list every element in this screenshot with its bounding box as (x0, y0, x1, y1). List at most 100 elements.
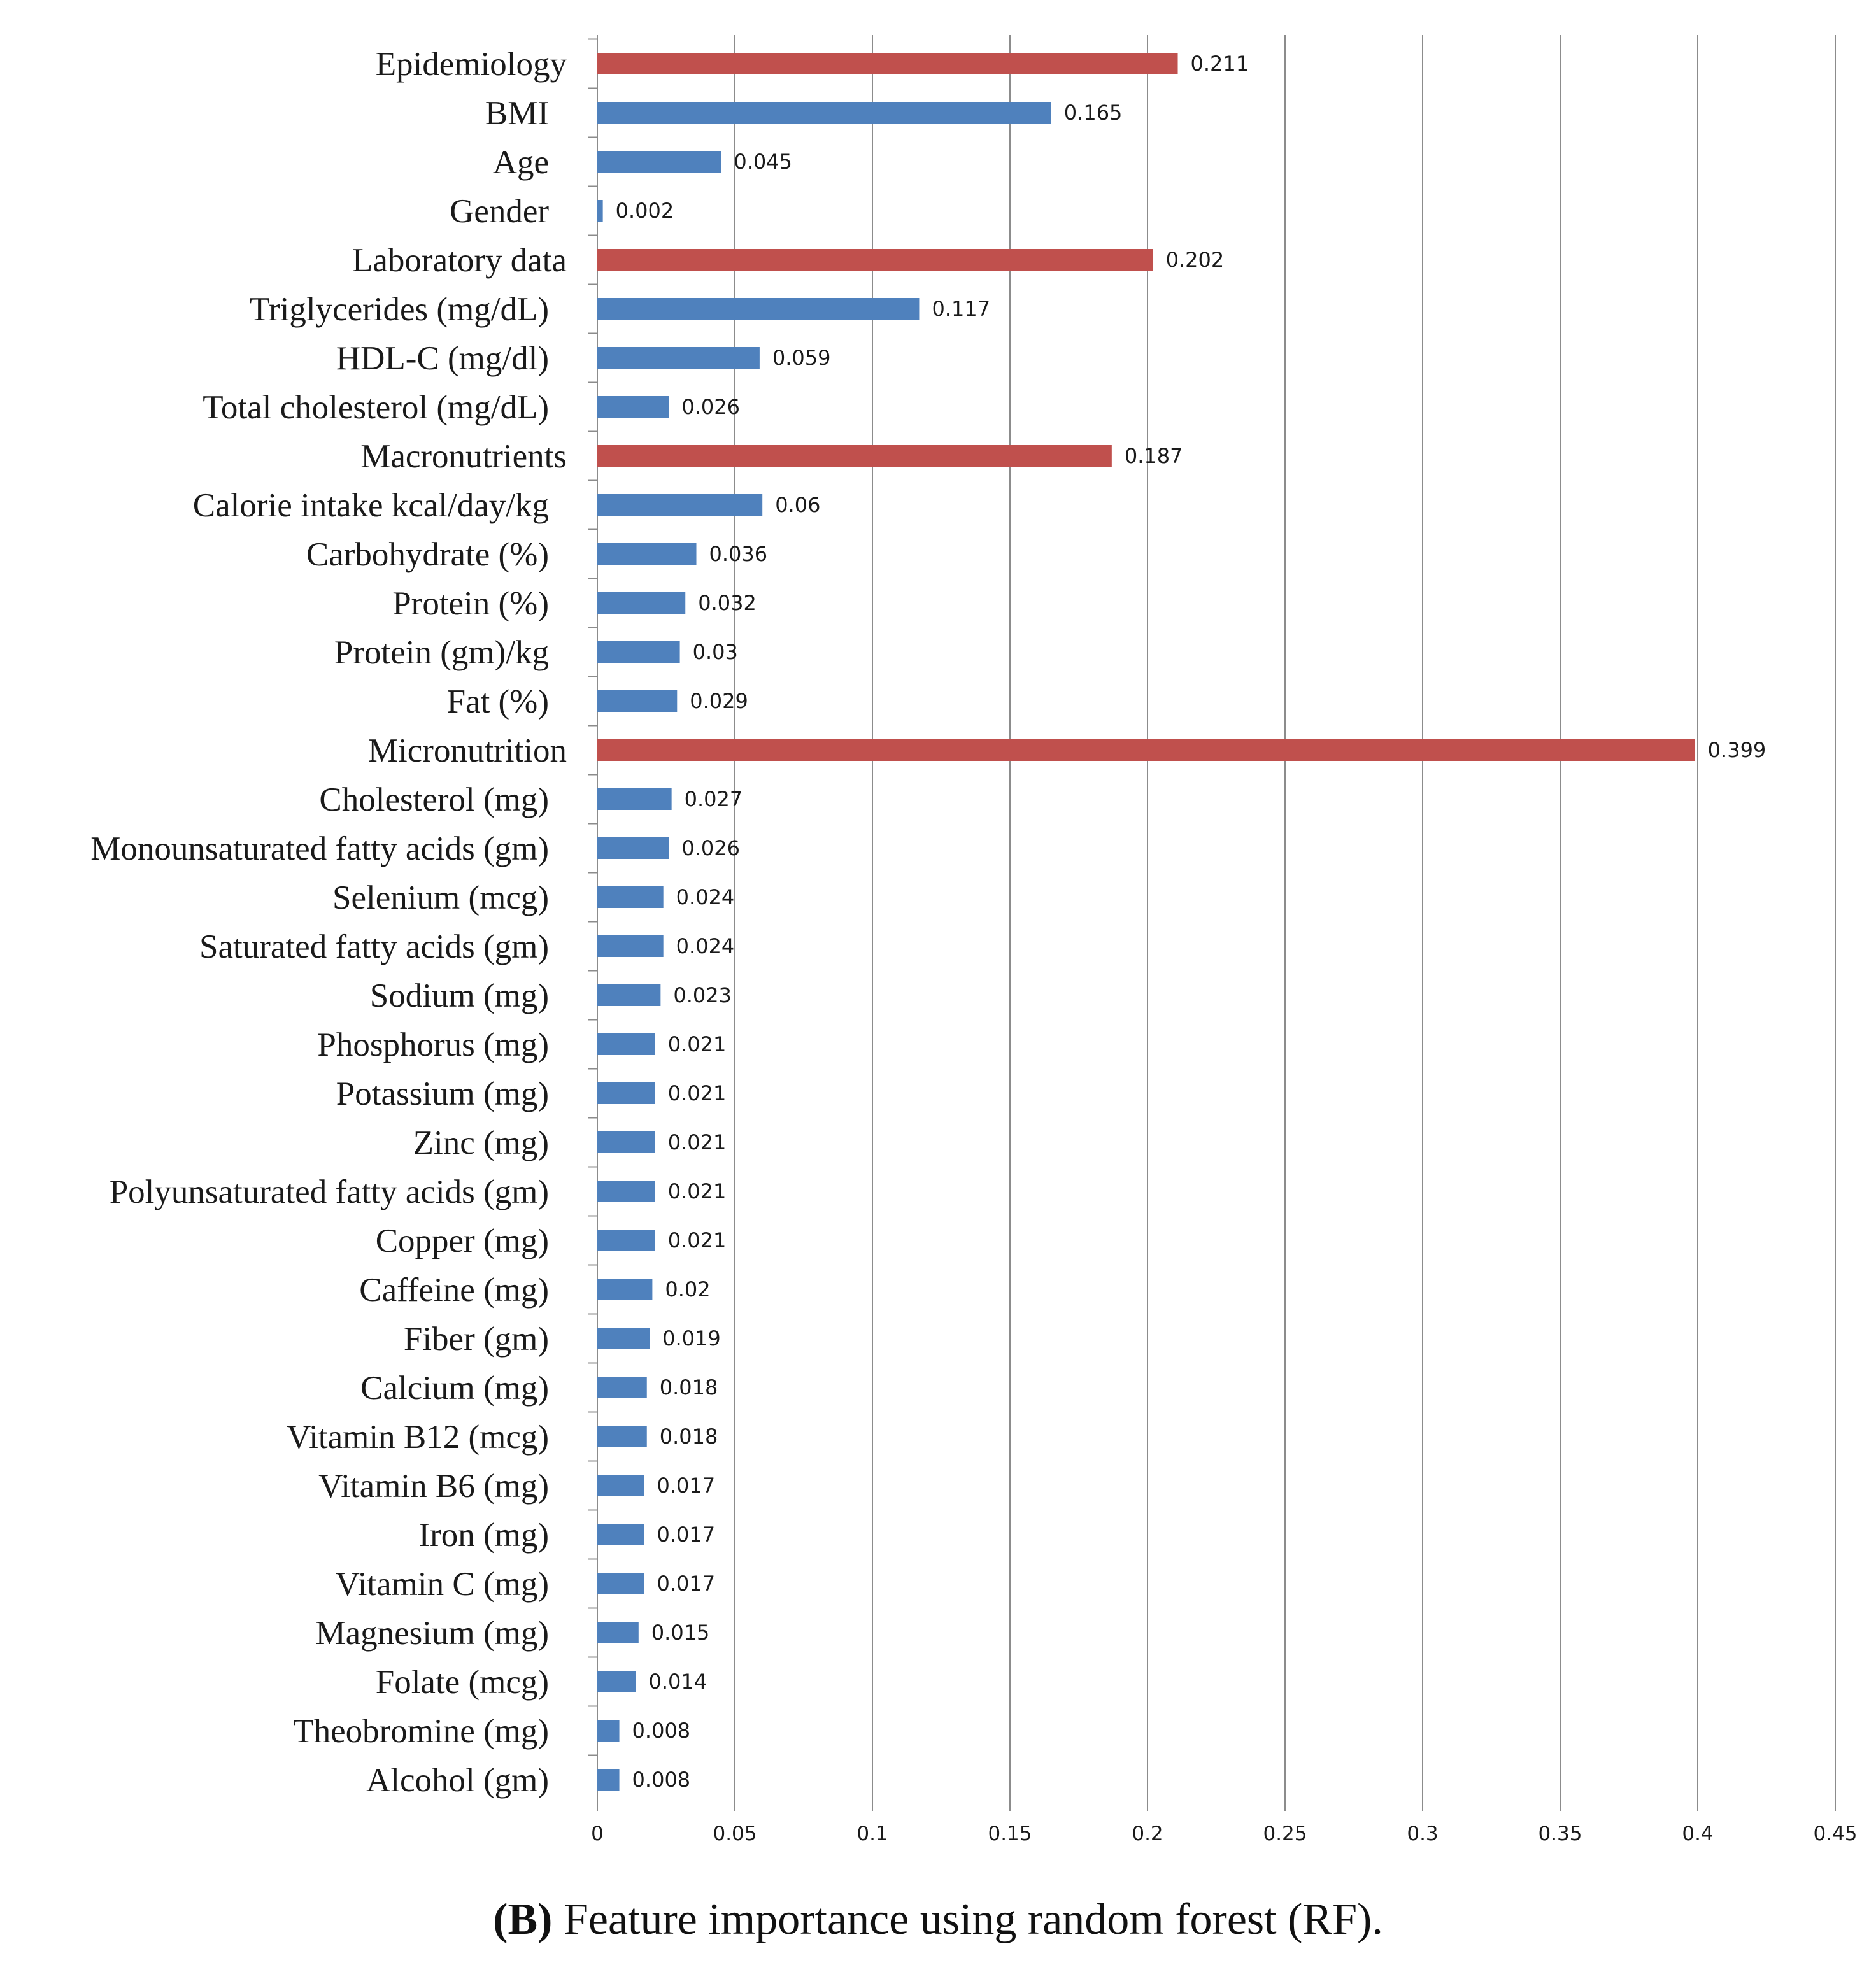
caption-tag: (B) (493, 1895, 553, 1944)
value-label: 0.018 (660, 1424, 718, 1449)
value-label: 0.014 (648, 1670, 707, 1694)
feature-bar (597, 1131, 655, 1153)
category-label: Cholesterol (mg) (319, 781, 549, 818)
group-bar (597, 445, 1112, 467)
feature-bar (597, 151, 721, 173)
value-label: 0.021 (668, 1081, 727, 1105)
x-tick-label: 0 (591, 1822, 604, 1845)
value-label: 0.021 (668, 1130, 727, 1154)
category-label: Magnesium (mg) (315, 1615, 549, 1652)
category-label: Zinc (mg) (413, 1124, 549, 1161)
x-tick-label: 0.05 (713, 1822, 757, 1845)
category-label: Alcohol (gm) (366, 1762, 549, 1799)
value-label: 0.059 (772, 346, 831, 370)
category-label: Potassium (mg) (336, 1075, 549, 1112)
x-tick-label: 0.3 (1407, 1822, 1438, 1845)
group-bar (597, 53, 1178, 74)
value-label: 0.017 (657, 1522, 715, 1547)
value-label: 0.023 (673, 983, 732, 1007)
value-label: 0.036 (709, 542, 768, 566)
value-label: 0.015 (651, 1621, 710, 1645)
feature-bar (597, 347, 760, 369)
gridlines (734, 35, 1836, 1802)
value-label: 0.165 (1064, 101, 1123, 125)
value-label: 0.03 (693, 640, 738, 664)
value-label: 0.045 (734, 150, 792, 174)
feature-bar (597, 543, 697, 565)
category-label: Fiber (gm) (404, 1321, 549, 1358)
category-label: Sodium (mg) (370, 977, 549, 1014)
value-label: 0.032 (698, 591, 757, 615)
category-label: Theobromine (mg) (293, 1713, 549, 1750)
feature-bar (597, 1279, 653, 1300)
category-label: Copper (mg) (376, 1223, 549, 1259)
feature-bar (597, 1328, 650, 1349)
feature-bar (597, 837, 669, 859)
value-label: 0.018 (660, 1375, 718, 1400)
value-label: 0.211 (1191, 52, 1249, 76)
group-bar (597, 249, 1153, 271)
category-label: HDL-C (mg/dl) (336, 340, 549, 377)
feature-bar (597, 1622, 639, 1643)
value-label: 0.027 (685, 787, 743, 811)
category-label: Iron (mg) (418, 1517, 549, 1554)
category-label: Fat (%) (447, 683, 549, 720)
feature-bar (597, 1671, 636, 1692)
figure-caption: (B) Feature importance using random fore… (0, 1894, 1876, 1945)
feature-bar (597, 1033, 655, 1055)
category-label: Vitamin C (mg) (336, 1566, 549, 1603)
feature-bar (597, 641, 680, 663)
category-label: Vitamin B12 (mcg) (287, 1419, 549, 1456)
feature-bar (597, 984, 661, 1006)
category-label: Gender (450, 193, 549, 230)
feature-bar (597, 886, 664, 908)
value-labels: 0.211 0.165 0.045 0.002 0.202 0.117 0.059 0.026… (616, 52, 1766, 1792)
value-label: 0.017 (657, 1473, 715, 1498)
value-label: 0.117 (932, 297, 990, 321)
value-label: 0.026 (681, 836, 740, 860)
value-label: 0.024 (676, 934, 735, 958)
feature-bar (597, 396, 669, 418)
x-tick-label: 0.25 (1263, 1822, 1307, 1845)
group-category-label: Laboratory data (352, 242, 567, 279)
group-category-label: Epidemiology (376, 46, 567, 83)
bars (597, 53, 1695, 1791)
value-label: 0.002 (616, 199, 674, 223)
category-labels: Epidemiology BMI Age Gender Laboratory data T… (90, 46, 567, 1799)
category-label: Carbohydrate (%) (306, 536, 549, 573)
x-tick-label: 0.1 (856, 1822, 888, 1845)
category-label: Protein (gm)/kg (334, 634, 549, 671)
axes (588, 35, 1836, 1811)
category-label: Phosphorus (mg) (317, 1026, 549, 1063)
feature-bar (597, 494, 763, 516)
feature-bar (597, 1720, 620, 1742)
feature-bar (597, 1769, 620, 1791)
feature-bar (597, 690, 678, 712)
category-label: Caffeine (mg) (359, 1272, 549, 1309)
value-label: 0.202 (1166, 248, 1225, 272)
x-tick-labels: 0 0.05 0.1 0.15 0.2 0.25 0.3 0.35 0.4 0.45 (591, 1822, 1857, 1845)
category-label: Saturated fatty acids (gm) (199, 928, 549, 965)
value-label: 0.026 (681, 395, 740, 419)
value-label: 0.06 (775, 493, 820, 517)
value-label: 0.019 (662, 1326, 721, 1351)
category-label: Protein (%) (392, 585, 549, 622)
category-label: Total cholesterol (mg/dL) (203, 389, 549, 426)
caption-text: Feature importance using random forest (… (552, 1895, 1383, 1944)
group-bar (597, 739, 1695, 761)
category-label: Polyunsaturated fatty acids (gm) (110, 1174, 549, 1210)
value-label: 0.021 (668, 1179, 727, 1203)
value-label: 0.399 (1708, 738, 1766, 762)
category-label: Calcium (mg) (360, 1370, 549, 1407)
x-tick-label: 0.35 (1538, 1822, 1582, 1845)
feature-bar (597, 298, 920, 320)
value-label: 0.008 (632, 1719, 691, 1743)
value-label: 0.021 (668, 1228, 727, 1252)
feature-bar (597, 1082, 655, 1104)
value-label: 0.017 (657, 1571, 715, 1596)
feature-bar (597, 1475, 644, 1496)
value-label: 0.02 (665, 1277, 710, 1302)
value-label: 0.029 (690, 689, 748, 713)
x-tick-label: 0.2 (1132, 1822, 1163, 1845)
value-label: 0.021 (668, 1032, 727, 1056)
